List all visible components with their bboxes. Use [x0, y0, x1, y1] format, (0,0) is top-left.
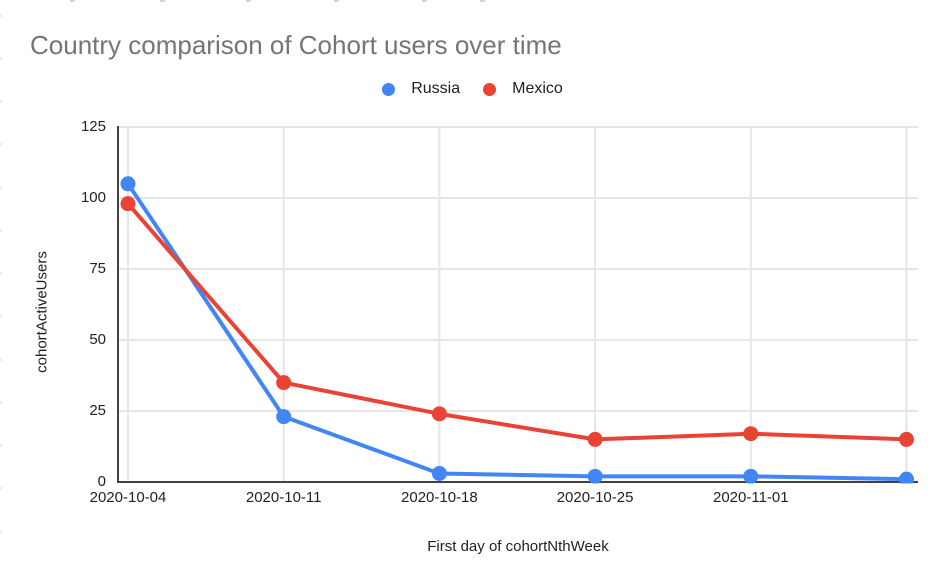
point-mexico-0[interactable] [120, 196, 136, 212]
legend-item-mexico: Mexico [483, 80, 563, 98]
cropped-edge-artifact [0, 186, 2, 189]
cropped-edge-artifact [0, 14, 2, 17]
cropped-text-artifact [70, 0, 75, 2]
cropped-edge-artifact [0, 358, 2, 361]
cropped-edge-artifact [0, 143, 2, 146]
cropped-text-artifact [246, 0, 251, 2]
cropped-text-artifact [334, 0, 339, 2]
series-russia [120, 176, 914, 487]
cropped-edge-artifact [0, 401, 2, 404]
cropped-edge-artifact [0, 487, 2, 490]
point-russia-2[interactable] [431, 465, 447, 481]
legend-swatch-mexico-icon [483, 82, 497, 96]
cropped-edge-artifact [0, 530, 2, 533]
chart-title: Country comparison of Cohort users over … [30, 30, 562, 60]
cropped-edge-artifact [0, 100, 2, 103]
point-mexico-3[interactable] [587, 431, 603, 447]
legend-label-mexico: Mexico [512, 80, 563, 97]
point-russia-0[interactable] [120, 176, 136, 192]
point-mexico-2[interactable] [431, 406, 447, 422]
series-line-russia [126, 181, 909, 482]
cropped-edge-artifact [0, 57, 2, 60]
series-mexico [120, 196, 914, 447]
cropped-text-artifact [422, 0, 427, 2]
point-russia-3[interactable] [587, 468, 603, 484]
point-mexico-1[interactable] [276, 375, 292, 391]
cropped-text-artifact [160, 0, 165, 2]
point-mexico-5[interactable] [899, 431, 914, 447]
cropped-text-artifact [480, 0, 485, 2]
point-russia-1[interactable] [276, 409, 292, 425]
cropped-edge-artifact [0, 444, 2, 447]
series-line-mexico [126, 201, 909, 442]
cropped-edge-artifact [0, 272, 2, 275]
cropped-edge-artifact [0, 229, 2, 232]
chart-legend: Russia Mexico [0, 80, 945, 98]
legend-swatch-russia-icon [382, 82, 396, 96]
cropped-edge-artifact [0, 315, 2, 318]
point-russia-5[interactable] [899, 471, 914, 487]
legend-label-russia: Russia [411, 80, 461, 97]
point-russia-4[interactable] [743, 468, 759, 484]
legend-item-russia: Russia [382, 80, 460, 98]
point-mexico-4[interactable] [743, 426, 759, 442]
x-axis-title: First day of cohortNthWeek [427, 538, 609, 555]
